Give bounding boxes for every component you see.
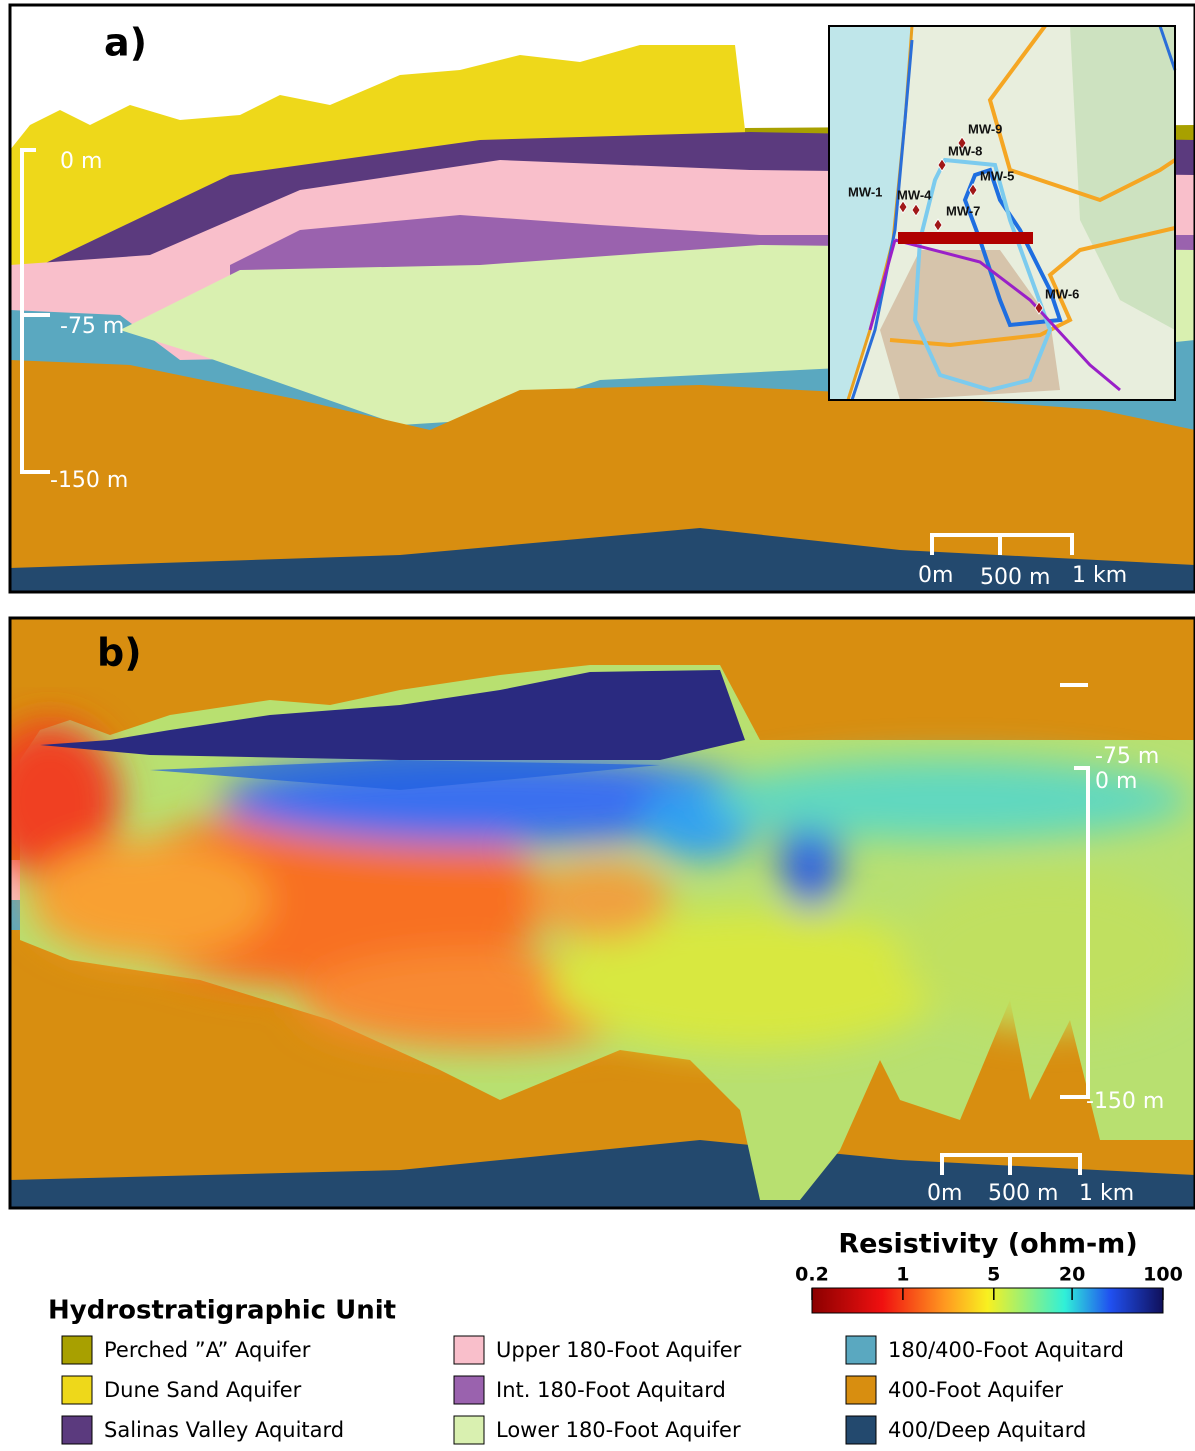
well-marker	[937, 158, 947, 172]
legend-label: 400/Deep Aquitard	[888, 1418, 1086, 1442]
resistive-band	[150, 760, 660, 790]
well-marker	[957, 136, 967, 150]
shape	[900, 870, 1195, 1030]
unit-layer	[10, 1140, 1195, 1208]
scale-bar	[930, 533, 1074, 555]
unit-layer	[10, 528, 1195, 592]
map-boundary	[868, 239, 897, 331]
legend-swatch	[845, 1415, 877, 1445]
colorbar-tick-label: 100	[1143, 1264, 1183, 1286]
depth-label: 0 m	[1095, 769, 1137, 794]
legend-swatch	[453, 1375, 485, 1405]
well-label: MW-1	[848, 184, 882, 199]
scale-label: 500 m	[980, 565, 1050, 590]
colorbar-ticks: 0.2 1 5 20 100	[795, 1264, 1183, 1300]
scale-label: 1 km	[1072, 563, 1127, 588]
legend-swatch	[845, 1375, 877, 1405]
frame	[8, 616, 1195, 1210]
depth-label: -75 m	[1095, 744, 1159, 769]
legend-label: Upper 180-Foot Aquifer	[496, 1338, 742, 1362]
panel-label: a)	[104, 21, 147, 65]
depth-label: -150 m	[1086, 1089, 1164, 1114]
legend-swatch	[453, 1335, 485, 1365]
scale-label: 0m	[918, 563, 953, 588]
scale-bar	[940, 1153, 1082, 1175]
legend-swatch	[61, 1415, 93, 1445]
scale-label: 0m	[927, 1181, 962, 1206]
legend-label: Int. 180-Foot Aquitard	[496, 1378, 726, 1402]
well-label: MW-6	[1045, 286, 1079, 301]
shape	[530, 860, 670, 940]
map-boundary	[1158, 25, 1177, 71]
wells: MW-9 MW-8 MW-5 MW-1 MW-4 MW-7 MW-6	[848, 121, 1079, 315]
legend-swatch	[845, 1335, 877, 1365]
panel-label: b)	[97, 631, 142, 675]
legend-label: Perched ”A” Aquifer	[104, 1338, 311, 1362]
legend-label: Lower 180-Foot Aquifer	[496, 1418, 741, 1442]
colorbar-tick-label: 1	[896, 1264, 909, 1286]
colorbar-tick-label: 0.2	[795, 1264, 829, 1286]
resistive-top	[40, 670, 745, 760]
scale-label: 1 km	[1079, 1181, 1134, 1206]
resistivity-blobs	[10, 720, 1195, 1050]
well-label: MW-8	[948, 143, 982, 158]
legend-swatch	[453, 1415, 485, 1445]
shape	[710, 760, 1190, 840]
shape	[10, 720, 120, 880]
colorbar-tick-label: 20	[1059, 1264, 1085, 1286]
legend-label: 180/400-Foot Aquitard	[888, 1338, 1124, 1362]
shape	[30, 840, 270, 960]
well-marker	[968, 183, 978, 197]
colorbar-tick-label: 5	[987, 1264, 1000, 1286]
inset-map: MW-9 MW-8 MW-5 MW-1 MW-4 MW-7 MW-6	[828, 24, 1177, 401]
map-ocean	[829, 26, 912, 400]
map-boundary	[889, 226, 1176, 348]
map-hills	[1070, 26, 1175, 330]
legend-swatch	[61, 1375, 93, 1405]
section-b	[10, 618, 1195, 1208]
well-marker	[911, 203, 921, 217]
colorbar	[811, 1287, 1164, 1314]
depth-label: -75 m	[60, 314, 124, 339]
shape	[550, 910, 950, 1050]
legend-label: Dune Sand Aquifer	[104, 1378, 302, 1402]
depth-label: 0 m	[60, 149, 102, 174]
well-marker	[933, 218, 943, 232]
map-boundary	[894, 238, 1121, 392]
depth-axis	[20, 148, 50, 474]
legend-title: Hydrostratigraphic Unit	[48, 1296, 396, 1326]
frame	[8, 3, 1195, 594]
well-label: MW-7	[946, 203, 980, 218]
well-marker	[898, 200, 908, 214]
shape	[20, 148, 50, 474]
legend-swatch	[61, 1335, 93, 1365]
depth-axis	[1060, 683, 1090, 1099]
scale-label: 500 m	[988, 1181, 1058, 1206]
legend-label: Salinas Valley Aquitard	[104, 1418, 344, 1442]
legend-label: 400-Foot Aquifer	[888, 1378, 1063, 1402]
map-boundary	[912, 157, 1053, 393]
map-boundary	[987, 24, 1177, 203]
depth-label: -150 m	[50, 468, 128, 493]
colorbar-title: Resistivity (ohm-m)	[838, 1229, 1137, 1260]
well-label: MW-5	[980, 168, 1014, 183]
unit-layer	[10, 360, 1195, 592]
well-label: MW-9	[968, 121, 1002, 136]
legend: Perched ”A” Aquifer Dune Sand Aquifer Sali…	[61, 1335, 1124, 1445]
well-marker	[1034, 301, 1044, 315]
map-boundary	[850, 39, 914, 401]
well-label: MW-4	[897, 187, 932, 202]
map-boundary	[962, 167, 1063, 328]
section-line	[898, 232, 1033, 244]
map-frame	[828, 25, 1176, 401]
